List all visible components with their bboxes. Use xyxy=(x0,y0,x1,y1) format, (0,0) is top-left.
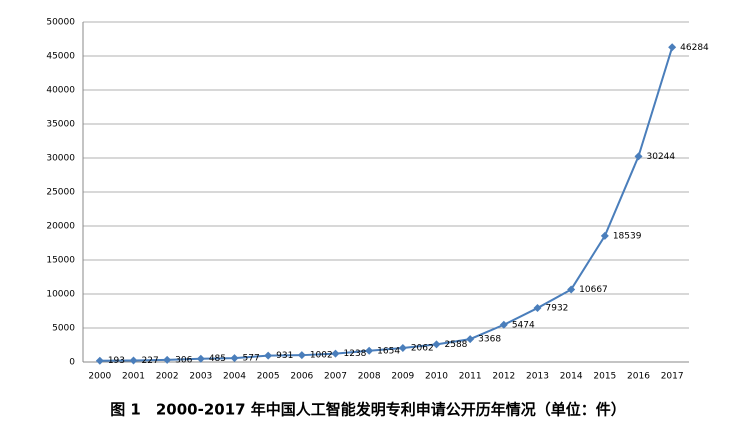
x-tick-label: 2016 xyxy=(627,372,650,382)
data-label: 1238 xyxy=(344,349,367,359)
data-label: 485 xyxy=(209,354,226,364)
data-label: 2588 xyxy=(445,340,468,350)
data-label: 1002 xyxy=(310,351,333,361)
x-tick-label: 2012 xyxy=(492,372,515,382)
y-tick-label: 0 xyxy=(69,358,75,368)
x-tick-label: 2006 xyxy=(290,372,313,382)
point-marker xyxy=(499,320,508,329)
data-label: 2062 xyxy=(411,343,434,353)
series-line xyxy=(99,46,674,362)
point-marker xyxy=(466,335,475,344)
x-tick-label: 2000 xyxy=(88,372,111,382)
point-marker xyxy=(634,152,643,161)
point-marker xyxy=(432,340,441,349)
y-tick-label: 10000 xyxy=(46,290,75,300)
y-tick-label: 35000 xyxy=(46,120,75,130)
point-marker xyxy=(398,343,407,352)
x-tick-label: 2015 xyxy=(593,372,616,382)
data-label: 193 xyxy=(108,356,125,366)
x-tick-label: 2007 xyxy=(324,372,347,382)
data-label: 30244 xyxy=(647,152,676,162)
x-tick-label: 2013 xyxy=(526,372,549,382)
x-tick-label: 2002 xyxy=(156,372,179,382)
point-marker xyxy=(230,354,239,363)
data-label: 5474 xyxy=(512,320,535,330)
point-marker xyxy=(163,355,172,364)
x-tick-label: 2008 xyxy=(358,372,381,382)
chart-title: 图 1 2000-2017 年中国人工智能发明专利申请公开历年情况（单位：件） xyxy=(110,401,626,419)
data-label: 7932 xyxy=(546,304,569,314)
y-tick-label: 15000 xyxy=(46,256,75,266)
x-tick-label: 2010 xyxy=(425,372,448,382)
x-tick-label: 2014 xyxy=(560,372,583,382)
data-label: 227 xyxy=(142,356,159,366)
data-label: 931 xyxy=(276,351,293,361)
y-tick-label: 5000 xyxy=(52,324,75,334)
x-tick-label: 2005 xyxy=(257,372,280,382)
x-tick-label: 2009 xyxy=(391,372,414,382)
x-tick-label: 2017 xyxy=(661,372,684,382)
point-marker xyxy=(129,356,138,365)
point-marker xyxy=(533,304,542,313)
data-label: 577 xyxy=(243,354,260,364)
y-tick-label: 25000 xyxy=(46,188,75,198)
point-marker xyxy=(95,356,104,365)
x-tick-label: 2001 xyxy=(122,372,145,382)
x-tick-label: 2003 xyxy=(189,372,212,382)
point-marker xyxy=(567,285,576,294)
point-marker xyxy=(264,351,273,360)
data-label: 18539 xyxy=(613,231,642,241)
data-label: 10667 xyxy=(579,285,608,295)
data-label: 46284 xyxy=(680,43,709,53)
point-marker xyxy=(331,349,340,358)
x-tick-label: 2004 xyxy=(223,372,246,382)
data-label: 306 xyxy=(175,355,192,365)
point-marker xyxy=(297,351,306,360)
data-label: 1654 xyxy=(377,346,400,356)
data-label: 3368 xyxy=(478,335,501,345)
y-tick-label: 40000 xyxy=(46,86,75,96)
y-tick-label: 45000 xyxy=(46,52,75,62)
x-tick-label: 2011 xyxy=(459,372,482,382)
y-tick-label: 20000 xyxy=(46,222,75,232)
point-marker xyxy=(196,354,205,363)
y-tick-label: 30000 xyxy=(46,154,75,164)
point-marker xyxy=(668,43,677,52)
point-marker xyxy=(365,346,374,355)
y-tick-label: 50000 xyxy=(46,18,75,28)
point-marker xyxy=(600,231,609,240)
